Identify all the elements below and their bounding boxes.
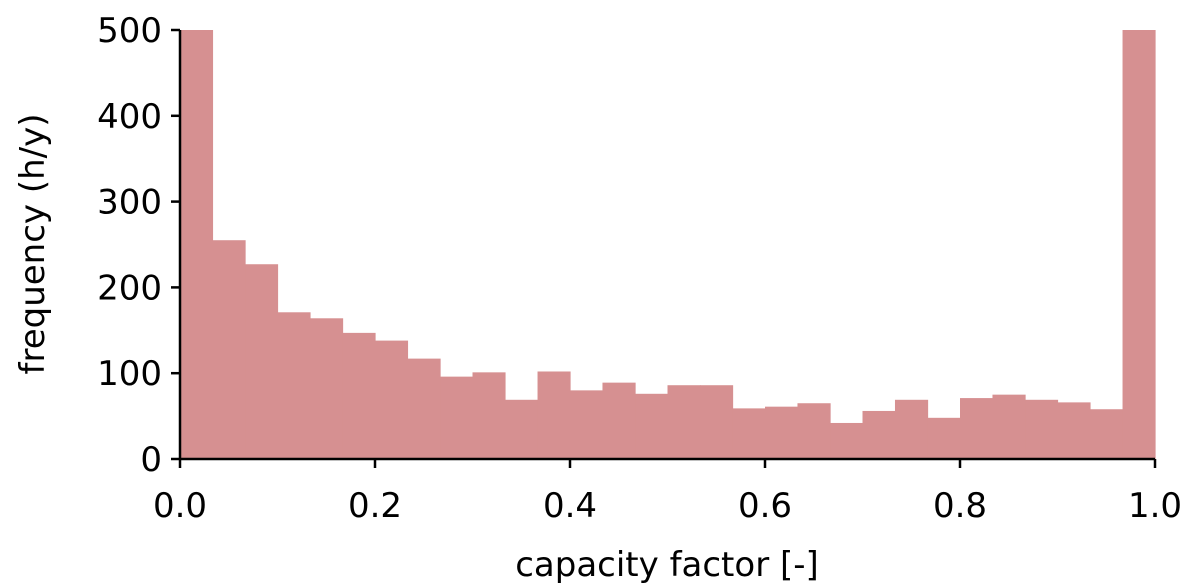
x-tick-label-0: 0.0 (153, 486, 207, 526)
y-tick-label-3: 300 (97, 183, 162, 223)
y-tick-label-2: 200 (97, 268, 162, 308)
histogram-bar-18 (732, 408, 766, 459)
y-tick-label-5: 500 (97, 11, 162, 51)
bars-layer (180, 30, 1156, 459)
y-axis-title: frequency (h/y) (13, 114, 53, 375)
histogram-bar-27 (1025, 399, 1059, 459)
axes-layer (178, 30, 1155, 461)
histogram-bar-15 (635, 393, 669, 459)
y-tick-label-1: 100 (97, 354, 162, 394)
histogram-bar-25 (960, 398, 994, 459)
histogram-bar-11 (504, 399, 539, 459)
x-axis-title: capacity factor [-] (515, 545, 819, 584)
histogram-bar-17 (699, 385, 734, 459)
histogram-bar-28 (1057, 402, 1091, 459)
histogram-bar-6 (342, 332, 376, 459)
x-tick-label-2: 0.4 (543, 486, 597, 526)
histogram-bar-2 (212, 240, 246, 459)
histogram-bar-1 (180, 30, 214, 459)
histogram-bar-9 (440, 376, 474, 459)
histogram-bar-7 (375, 340, 409, 459)
histogram-bar-16 (667, 385, 701, 459)
histogram-bar-20 (797, 403, 831, 459)
ticks-layer: 0.0 0.2 0.4 0.6 0.8 1.0 0 100 200 300 400 500 (97, 11, 1182, 526)
histogram-bar-13 (570, 390, 604, 459)
histogram-bar-14 (602, 382, 636, 459)
histogram-bar-19 (765, 406, 799, 459)
histogram-bar-4 (277, 312, 311, 459)
histogram-bar-22 (862, 410, 896, 459)
y-tick-label-0: 0 (140, 440, 162, 480)
histogram-bar-12 (537, 371, 571, 459)
histogram-bar-26 (992, 394, 1026, 459)
x-tick-label-5: 1.0 (1128, 486, 1182, 526)
histogram-bar-24 (927, 417, 961, 459)
x-tick-label-4: 0.8 (933, 486, 987, 526)
histogram-bar-30 (1122, 30, 1156, 459)
y-tick-label-4: 400 (97, 97, 162, 137)
x-tick-label-3: 0.6 (738, 486, 792, 526)
histogram-bar-29 (1089, 409, 1124, 459)
histogram-bar-5 (309, 318, 344, 459)
histogram-bar-3 (245, 264, 279, 459)
histogram-bar-8 (407, 358, 441, 459)
histogram-bar-10 (472, 372, 506, 459)
histogram-bar-21 (830, 422, 864, 459)
x-tick-label-1: 0.2 (348, 486, 402, 526)
histogram-bar-23 (894, 399, 929, 459)
